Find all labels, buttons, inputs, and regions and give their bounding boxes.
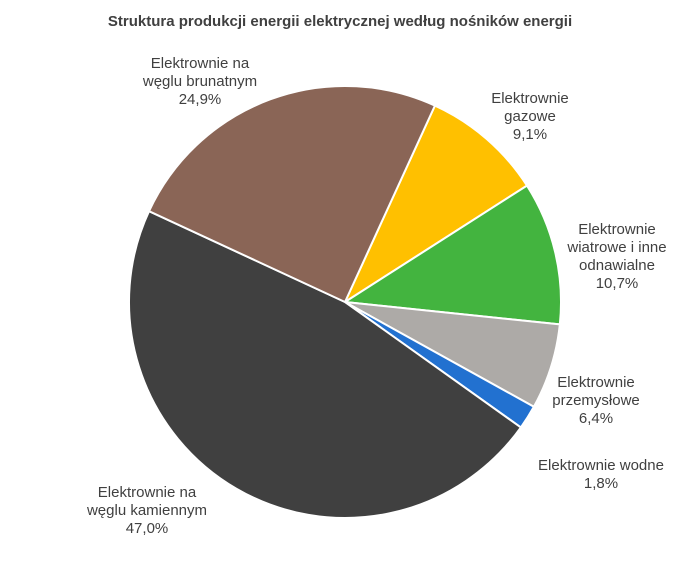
slice-value-label: 6,4% bbox=[579, 410, 613, 427]
pie-slices bbox=[128, 85, 562, 519]
slice-category-label: Elektrownie bbox=[578, 221, 656, 238]
slice-value-label: 10,7% bbox=[596, 275, 639, 292]
slice-category-label: węglu kamiennym bbox=[86, 502, 207, 519]
pie-slice-4 bbox=[128, 209, 523, 519]
slice-label-4: Elektrownie na węglu kamiennym 47,0% bbox=[86, 484, 207, 537]
chart-title: Struktura produkcji energii elektrycznej… bbox=[108, 13, 572, 30]
slice-category-label: przemysłowe bbox=[552, 392, 640, 409]
slice-label-1: Elektrownie wiatrowe i inne odnawialne 10,7… bbox=[566, 221, 666, 292]
slice-value-label: 1,8% bbox=[584, 475, 618, 492]
pie-slice-1 bbox=[342, 184, 562, 326]
slice-label-3: Elektrownie wodne 1,8% bbox=[538, 457, 664, 492]
slice-category-label: węglu brunatnym bbox=[142, 73, 257, 90]
slice-label-0: Elektrownie gazowe 9,1% bbox=[491, 90, 569, 143]
pie-slice-0 bbox=[342, 104, 529, 305]
slice-category-label: Elektrownie na bbox=[98, 484, 197, 501]
slice-category-label: odnawialne bbox=[579, 257, 655, 274]
slice-category-label: wiatrowe i inne bbox=[566, 239, 666, 256]
slice-category-label: Elektrownie bbox=[557, 374, 635, 391]
slice-category-label: gazowe bbox=[504, 108, 556, 125]
slice-value-label: 47,0% bbox=[126, 520, 169, 537]
pie-slice-5 bbox=[147, 85, 437, 304]
slice-value-label: 24,9% bbox=[179, 91, 222, 108]
slice-category-label: Elektrownie wodne bbox=[538, 457, 664, 474]
slice-label-2: Elektrownie przemysłowe 6,4% bbox=[552, 374, 640, 427]
pie-labels: Elektrownie gazowe 9,1%Elektrownie wiatrowe… bbox=[86, 55, 667, 537]
slice-category-label: Elektrownie bbox=[491, 90, 569, 107]
slice-category-label: Elektrownie na bbox=[151, 55, 250, 72]
slice-value-label: 9,1% bbox=[513, 126, 547, 143]
slice-label-5: Elektrownie na węglu brunatnym 24,9% bbox=[142, 55, 257, 108]
